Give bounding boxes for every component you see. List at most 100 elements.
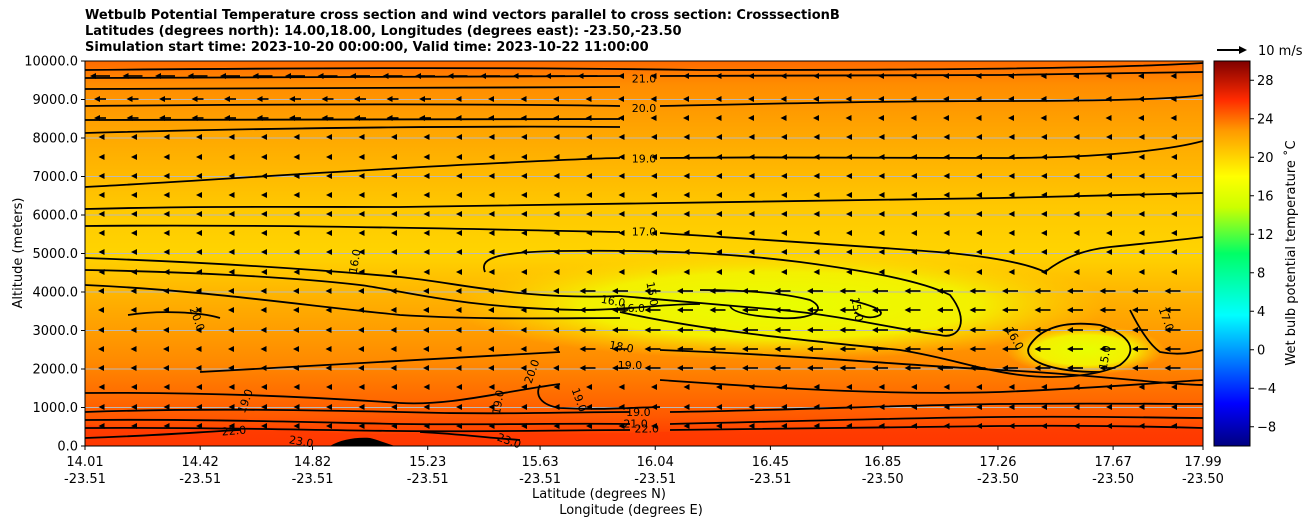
wind-vector xyxy=(1034,327,1051,333)
wind-vector xyxy=(748,73,754,79)
wind-vector xyxy=(1138,192,1145,198)
wind-vector xyxy=(1008,404,1015,410)
wind-vector xyxy=(910,115,917,121)
wind-vector xyxy=(195,327,202,333)
x-tick-label-latitude: 15.23 xyxy=(409,455,446,470)
wind-vector xyxy=(709,307,726,313)
wind-vector xyxy=(1138,115,1144,121)
wind-vector xyxy=(585,115,592,121)
wind-vector xyxy=(943,115,949,121)
x-tick-label-longitude: -23.51 xyxy=(519,472,561,487)
wind-vector xyxy=(456,269,462,275)
contour-line xyxy=(85,418,631,426)
wind-vector xyxy=(1132,327,1148,333)
wind-vector xyxy=(423,154,430,160)
wind-vector xyxy=(358,134,365,140)
wind-vector xyxy=(651,249,657,255)
wind-vector xyxy=(846,173,852,179)
wind-vector xyxy=(228,192,235,198)
wind-vector xyxy=(293,288,299,294)
wind-vector xyxy=(358,249,365,255)
x-axis-label-longitude: Longitude (degrees E) xyxy=(559,503,703,518)
wind-vector xyxy=(1106,192,1112,198)
wind-vector xyxy=(1170,73,1177,79)
wind-vector xyxy=(748,423,755,429)
x-tick-label-latitude: 14.82 xyxy=(294,455,331,470)
wind-vector xyxy=(98,307,104,313)
wind-vector xyxy=(293,307,299,313)
wind-vector xyxy=(521,211,527,217)
wind-vector xyxy=(1073,134,1080,140)
wind-vector xyxy=(358,211,365,217)
wind-vector xyxy=(807,288,823,294)
x-tick-label-latitude: 16.04 xyxy=(637,455,674,470)
wind-vector xyxy=(520,327,527,333)
wind-vector xyxy=(521,154,527,160)
wind-vector xyxy=(846,134,852,140)
wind-vector xyxy=(943,134,950,140)
wind-vector xyxy=(813,423,820,429)
wind-vector xyxy=(709,288,726,294)
wind-vector xyxy=(1073,173,1080,179)
wind-vector xyxy=(976,192,982,198)
wind-vector xyxy=(709,327,726,333)
wind-vector xyxy=(285,73,305,79)
wind-vector xyxy=(878,73,884,79)
wind-vector xyxy=(228,154,235,160)
colorbar-label: Wet bulb potential temperature ˚C xyxy=(1283,140,1299,365)
wind-vector xyxy=(976,269,982,275)
wind-vector xyxy=(716,384,722,390)
wind-vector xyxy=(196,249,202,255)
wind-vector xyxy=(488,307,494,313)
wind-vector xyxy=(1073,211,1080,217)
wind-vector xyxy=(196,192,202,198)
contour-line xyxy=(85,429,241,439)
wind-vector xyxy=(937,346,953,352)
wind-vector xyxy=(326,404,332,410)
y-axis: 0.0 1000.0 2000.0 3000.0 4000.0 5000.0 6000.0 7… xyxy=(24,55,85,455)
wind-vector xyxy=(1034,365,1051,371)
wind-vector xyxy=(488,96,494,102)
wind-vector xyxy=(1138,269,1145,275)
wind-vector xyxy=(1073,96,1079,102)
wind-vector xyxy=(969,307,986,313)
wind-vector xyxy=(943,211,950,217)
wind-vector xyxy=(878,134,885,140)
wind-vector xyxy=(553,211,560,217)
wind-vector xyxy=(709,365,726,371)
contour-line xyxy=(659,94,1203,107)
wind-vector xyxy=(975,96,982,102)
wind-vector xyxy=(976,173,982,179)
contour-line xyxy=(669,424,1203,431)
wind-vector xyxy=(553,115,559,121)
wind-vector xyxy=(618,249,625,255)
wind-vector xyxy=(781,192,787,198)
wind-vector xyxy=(618,211,625,217)
wind-vector xyxy=(1067,327,1083,333)
wind-vector xyxy=(937,307,953,313)
wind-vector xyxy=(904,327,921,333)
wind-vector xyxy=(260,288,267,294)
wind-vector xyxy=(1106,211,1112,217)
wind-vector xyxy=(976,230,982,236)
wind-vector xyxy=(1138,404,1145,410)
wind-vector xyxy=(781,269,787,275)
x-tick-label-latitude: 16.85 xyxy=(864,455,901,470)
wind-vector xyxy=(1099,327,1116,333)
wind-vector xyxy=(1002,288,1018,294)
wind-vector xyxy=(130,327,137,333)
wind-vector xyxy=(1041,404,1047,410)
wind-vector xyxy=(846,404,852,410)
wind-vector xyxy=(1073,230,1080,236)
contour-line xyxy=(85,224,621,233)
wind-vector xyxy=(1041,211,1047,217)
wind-vector xyxy=(878,96,884,102)
wind-vector xyxy=(293,154,300,160)
wind-vector xyxy=(386,115,399,121)
wind-vector xyxy=(1164,327,1181,333)
wind-vector xyxy=(98,423,105,429)
contour-line xyxy=(669,402,1203,413)
wind-vector xyxy=(228,230,235,236)
wind-vector xyxy=(1171,154,1177,160)
wind-vector xyxy=(943,192,950,198)
